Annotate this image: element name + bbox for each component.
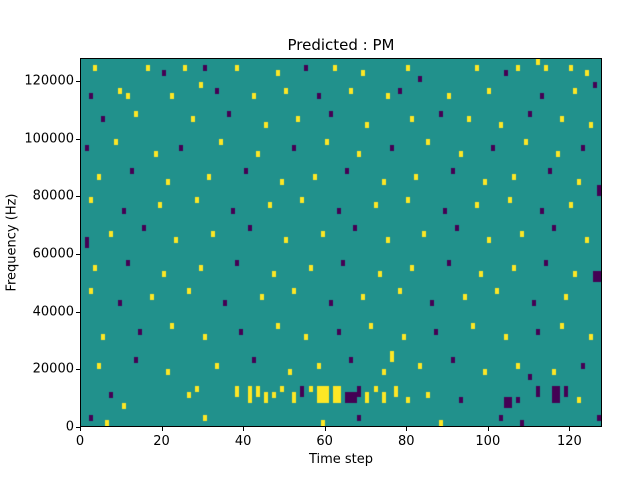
x-tick-label: 40: [234, 434, 252, 449]
y-tick-label: 20000: [32, 361, 74, 377]
y-tick-label: 80000: [32, 188, 74, 204]
y-tick-label: 40000: [32, 304, 74, 320]
y-tick-mark: [76, 427, 80, 428]
heatmap-canvas: [81, 59, 601, 426]
x-axis-label: Time step: [308, 452, 374, 467]
x-tick-mark: [569, 427, 571, 431]
x-tick-label: 80: [397, 434, 415, 449]
plot-area: [80, 58, 602, 427]
x-tick-mark: [80, 427, 81, 431]
x-tick-mark: [487, 427, 489, 431]
y-tick-label: 120000: [24, 73, 74, 89]
y-tick-mark: [76, 138, 80, 140]
y-tick-mark: [76, 369, 80, 371]
x-tick-label: 120: [556, 434, 582, 449]
x-tick-label: 0: [75, 434, 85, 449]
y-tick-mark: [76, 311, 80, 313]
x-tick-mark: [324, 427, 326, 431]
x-tick-label: 100: [475, 434, 501, 449]
x-tick-mark: [406, 427, 408, 431]
y-tick-mark: [76, 254, 80, 256]
y-tick-label: 60000: [32, 246, 74, 262]
x-tick-mark: [243, 427, 245, 431]
y-tick-mark: [76, 196, 80, 198]
y-tick-label: 100000: [24, 131, 74, 147]
x-tick-label: 60: [316, 434, 333, 449]
y-tick-label: 0: [65, 419, 74, 435]
x-tick-label: 20: [153, 434, 170, 449]
y-tick-mark: [76, 81, 80, 83]
chart-title: Predicted : PM: [287, 36, 395, 54]
x-tick-mark: [161, 427, 163, 431]
